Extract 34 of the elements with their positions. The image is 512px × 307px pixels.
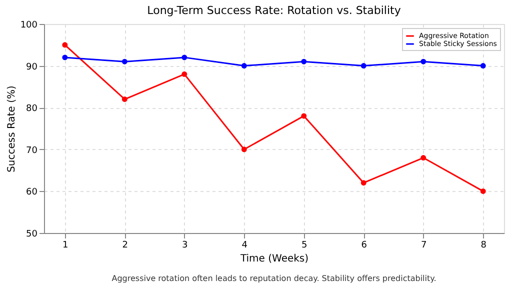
point bbox=[360, 63, 366, 69]
y-tick-label: 100 bbox=[20, 20, 38, 30]
point bbox=[182, 54, 188, 60]
y-axis-title: Success Rate (%) bbox=[6, 85, 18, 172]
x-tick-label: 3 bbox=[182, 240, 188, 250]
x-tick-label: 6 bbox=[361, 240, 368, 250]
x-tick-label: 7 bbox=[420, 240, 427, 250]
point bbox=[301, 58, 307, 64]
y-tick-label: 80 bbox=[26, 104, 38, 114]
x-tick-label: 5 bbox=[302, 240, 308, 250]
point bbox=[360, 180, 366, 186]
point bbox=[420, 58, 426, 64]
point bbox=[241, 146, 247, 152]
x-tick-label: 1 bbox=[62, 240, 68, 250]
point bbox=[62, 42, 68, 48]
point bbox=[182, 71, 188, 77]
x-tick-label: 8 bbox=[480, 240, 487, 250]
text: Aggressive rotation often leads to reputation decay. Stability offers predictability. bbox=[112, 274, 436, 283]
x-axis-title: Time (Weeks) bbox=[239, 254, 309, 264]
point bbox=[420, 155, 426, 160]
chart-title: Long-Term Success Rate: Rotation vs. Stability bbox=[147, 4, 402, 17]
x-tick-label: 4 bbox=[242, 240, 248, 250]
point bbox=[122, 96, 128, 102]
point bbox=[480, 188, 486, 194]
point bbox=[301, 113, 307, 119]
point bbox=[241, 63, 247, 69]
point bbox=[122, 58, 128, 64]
x-tick-label: 2 bbox=[122, 240, 128, 250]
point bbox=[62, 54, 68, 60]
y-tick-label: 70 bbox=[26, 146, 38, 156]
point bbox=[480, 63, 486, 69]
y-tick-label: 50 bbox=[26, 230, 38, 240]
y-tick-label: 90 bbox=[26, 62, 38, 72]
y-tick-label: 60 bbox=[26, 188, 38, 198]
